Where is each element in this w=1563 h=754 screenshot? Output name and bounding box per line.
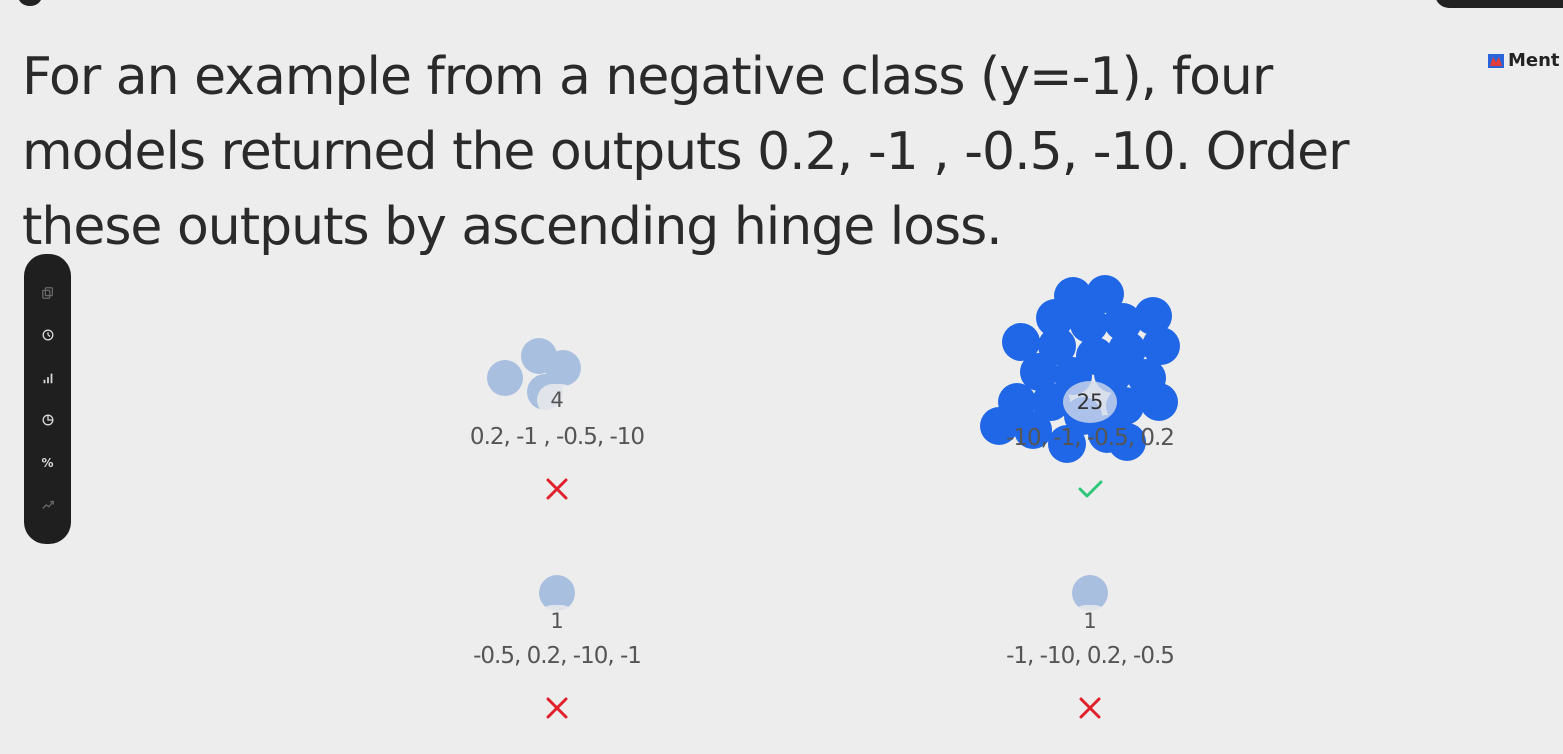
vote-count: 1 xyxy=(537,605,577,637)
answer-option-1: 4 0.2, -1 , -0.5, -10 xyxy=(447,328,667,518)
answer-text: 0.2, -1 , -0.5, -10 xyxy=(469,424,645,450)
percent-label: % xyxy=(41,455,54,470)
brand-name: Ment xyxy=(1508,50,1560,71)
top-right-window-control xyxy=(1435,0,1563,8)
answer-option-3: 1 -0.5, 0.2, -10, -1 xyxy=(447,545,667,735)
answer-text: -0.5, 0.2, -10, -1 xyxy=(473,643,642,669)
incorrect-icon xyxy=(1075,693,1105,723)
vote-dot xyxy=(980,407,1018,445)
vote-cloud xyxy=(980,275,1200,463)
vote-count: 4 xyxy=(537,384,577,416)
vote-dot xyxy=(1140,383,1178,421)
answer-text: -10, -1, -0.5, 0.2 xyxy=(1006,425,1175,451)
top-left-window-control xyxy=(18,0,42,6)
pie-chart-icon[interactable] xyxy=(38,410,58,430)
correct-icon xyxy=(1075,473,1105,503)
trend-icon[interactable] xyxy=(38,495,58,515)
incorrect-icon xyxy=(542,474,572,504)
bar-chart-icon[interactable] xyxy=(38,368,58,388)
percent-icon[interactable]: % xyxy=(38,453,58,473)
copy-icon[interactable] xyxy=(38,283,58,303)
vote-dot xyxy=(1070,305,1108,343)
vote-dot xyxy=(1142,327,1180,365)
vote-count: 25 xyxy=(1063,381,1117,423)
vote-count: 1 xyxy=(1070,605,1110,637)
incorrect-icon xyxy=(542,693,572,723)
answer-option-2: 25 -10, -1, -0.5, 0.2 xyxy=(980,275,1200,498)
brand-logo-icon xyxy=(1488,53,1504,68)
timer-icon[interactable] xyxy=(38,325,58,345)
vote-dot xyxy=(1014,411,1052,449)
presenter-toolbar: % xyxy=(24,254,71,544)
vote-dot xyxy=(1108,423,1146,461)
answer-text: -1, -10, 0.2, -0.5 xyxy=(1006,643,1175,669)
question-text: For an example from a negative class (y=… xyxy=(22,47,1350,257)
answer-option-4: 1 -1, -10, 0.2, -0.5 xyxy=(980,545,1200,735)
vote-dot xyxy=(487,360,523,396)
brand-logo: Ment xyxy=(1488,50,1560,71)
vote-dot xyxy=(1048,425,1086,463)
